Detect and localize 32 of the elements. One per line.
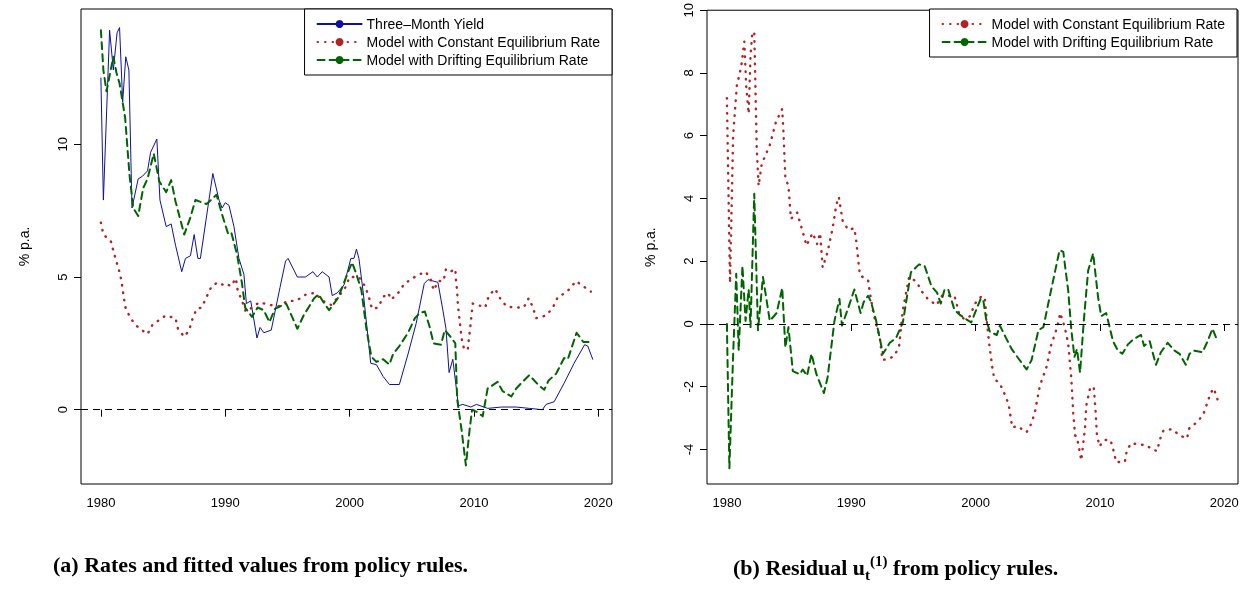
y-tick-label: 4 bbox=[681, 194, 696, 203]
x-tick-label: 1980 bbox=[712, 495, 742, 510]
x-tick-label: 1990 bbox=[836, 495, 866, 510]
x-tick-label: 2000 bbox=[961, 495, 991, 510]
legend-label: Three–Month Yield bbox=[366, 16, 485, 32]
x-tick-label: 1990 bbox=[210, 495, 240, 510]
y-tick-label: 5 bbox=[55, 273, 70, 281]
x-tick-label: 2000 bbox=[335, 495, 365, 510]
y-tick-label: 2 bbox=[681, 257, 696, 265]
y-axis-title: % p.a. bbox=[642, 227, 658, 267]
y-tick-label: 0 bbox=[55, 406, 70, 414]
y-tick-label: 8 bbox=[681, 69, 696, 77]
y-tick-label: -2 bbox=[681, 380, 696, 393]
y-tick-label: 10 bbox=[55, 137, 70, 152]
legend-label: Model with Constant Equilibrium Rate bbox=[366, 34, 601, 50]
line-series bbox=[725, 30, 1219, 464]
text: (a) Rates and fitted values from policy rules. bbox=[53, 551, 469, 577]
x-tick-label: 2020 bbox=[583, 495, 613, 510]
y-axis-title: % p.a. bbox=[16, 226, 32, 267]
line-series bbox=[725, 192, 1218, 470]
x-tick-label: 2010 bbox=[459, 495, 489, 510]
y-tick-label: 6 bbox=[681, 132, 696, 140]
y-tick-label: 10 bbox=[681, 3, 696, 18]
y-tick-label: 0 bbox=[681, 320, 696, 328]
line-series bbox=[99, 221, 593, 352]
legend-label: Model with Constant Equilibrium Rate bbox=[991, 16, 1226, 32]
legend-label: Model with Drifting Equilibrium Rate bbox=[366, 52, 589, 68]
legend-label: Model with Drifting Equilibrium Rate bbox=[991, 34, 1214, 50]
x-tick-label: 1980 bbox=[86, 495, 116, 510]
x-tick-label: 2010 bbox=[1085, 495, 1115, 510]
y-tick-label: -4 bbox=[681, 443, 696, 456]
x-tick-label: 2020 bbox=[1209, 495, 1239, 510]
